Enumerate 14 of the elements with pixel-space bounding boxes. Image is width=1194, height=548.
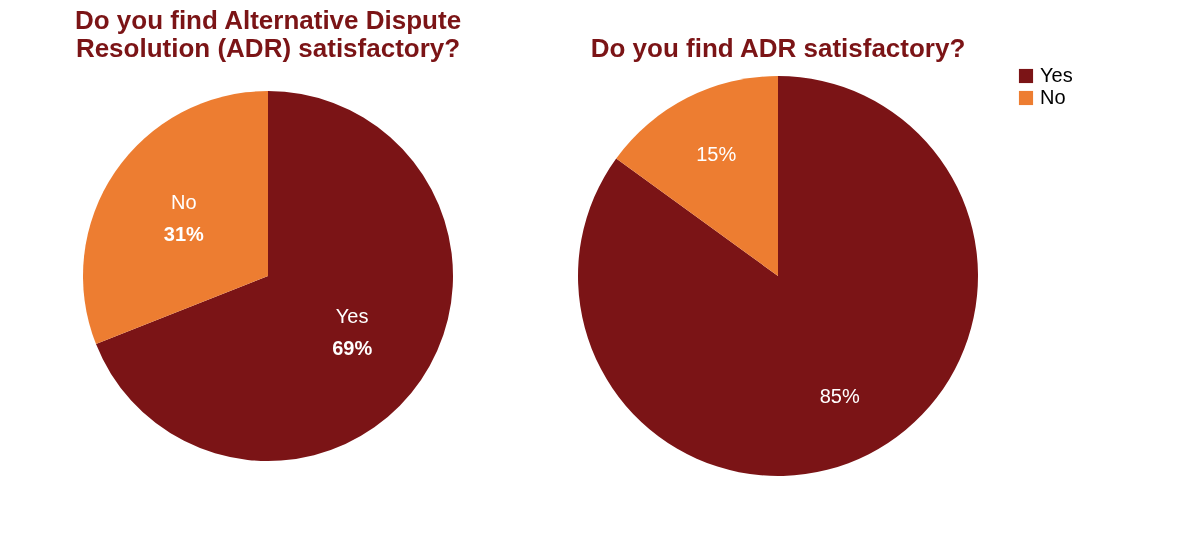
pie-slice [95,91,453,461]
legend-label: Yes [1040,64,1073,86]
data-label: 31% [163,222,205,245]
pie-slice [616,76,778,276]
chart-title: Do you find Alternative Dispute Resolution (ADR) satisfactory? [74,5,462,63]
legend-label: No [1040,86,1066,108]
pie-slice [83,91,268,345]
pie-slice [578,76,978,476]
slice-label: Yes [335,305,369,328]
data-label: 69% [332,337,373,360]
data-label: 85% [819,385,860,408]
slice-label: No [171,190,197,213]
data-label: 15% [696,142,737,165]
chart-title: Do you find ADR satisfactory? [590,33,966,63]
